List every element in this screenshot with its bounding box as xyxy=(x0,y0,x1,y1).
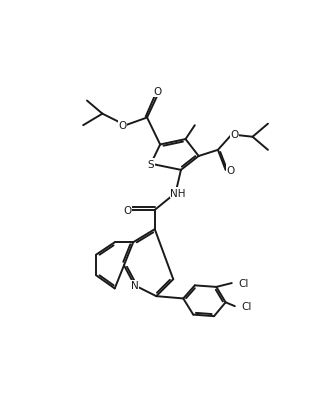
Text: O: O xyxy=(124,205,132,216)
Text: N: N xyxy=(131,281,139,291)
Text: Cl: Cl xyxy=(238,279,248,288)
Text: O: O xyxy=(226,166,234,175)
Text: Cl: Cl xyxy=(241,301,252,311)
Text: NH: NH xyxy=(170,189,186,198)
Text: O: O xyxy=(118,121,126,131)
Text: O: O xyxy=(154,87,162,97)
Text: O: O xyxy=(231,130,239,140)
Text: S: S xyxy=(148,160,154,169)
